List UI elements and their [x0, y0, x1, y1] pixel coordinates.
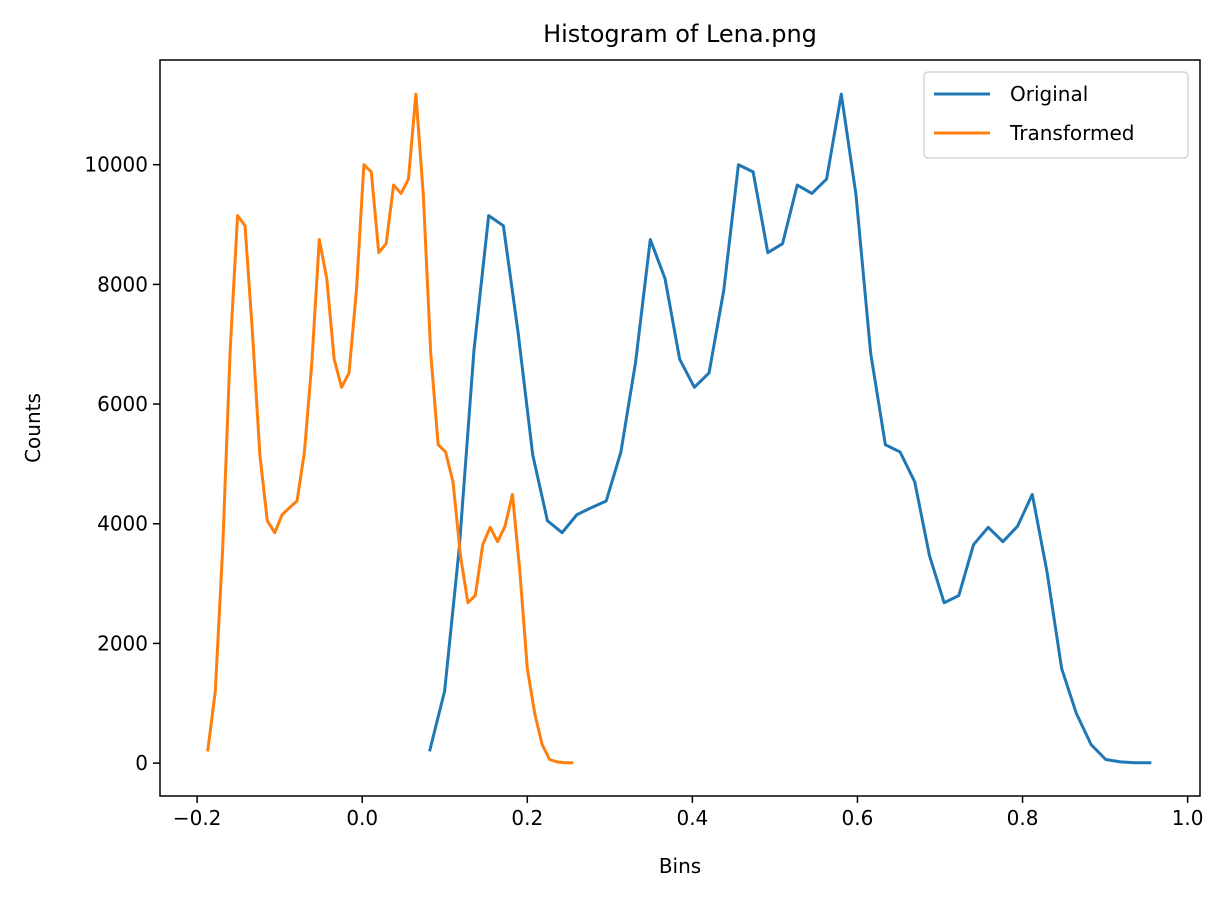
- y-tick-label: 8000: [97, 272, 148, 296]
- x-tick-label: 0.2: [511, 806, 543, 830]
- y-tick-label: 10000: [84, 153, 148, 177]
- x-tick-label: 0.4: [676, 806, 708, 830]
- y-tick-label: 6000: [97, 392, 148, 416]
- y-tick-label: 0: [135, 751, 148, 775]
- series-line-transformed: [206, 92, 574, 765]
- chart-title: Histogram of Lena.png: [543, 20, 817, 48]
- x-axis-ticks: −0.2 0.0 0.2 0.4 0.6 0.8 1.0: [173, 796, 1204, 830]
- x-axis-label: Bins: [659, 854, 701, 878]
- y-tick-label: 2000: [97, 631, 148, 655]
- x-tick-label: 0.0: [346, 806, 378, 830]
- plot-frame: [159, 59, 1201, 797]
- legend-label-original: Original: [1010, 82, 1088, 106]
- x-tick-label: 0.8: [1007, 806, 1039, 830]
- y-axis-label: Counts: [21, 393, 45, 463]
- y-tick-label: 4000: [97, 512, 148, 536]
- series-line-original: [428, 92, 1152, 765]
- x-tick-label: 0.6: [842, 806, 874, 830]
- legend-label-transformed: Transformed: [1009, 121, 1134, 145]
- legend: Original Transformed: [923, 71, 1189, 159]
- y-axis-ticks: 0 2000 4000 6000 8000 10000: [84, 153, 160, 775]
- x-tick-label: −0.2: [173, 806, 222, 830]
- x-tick-label: 1.0: [1172, 806, 1204, 830]
- series-layer: [206, 92, 1152, 765]
